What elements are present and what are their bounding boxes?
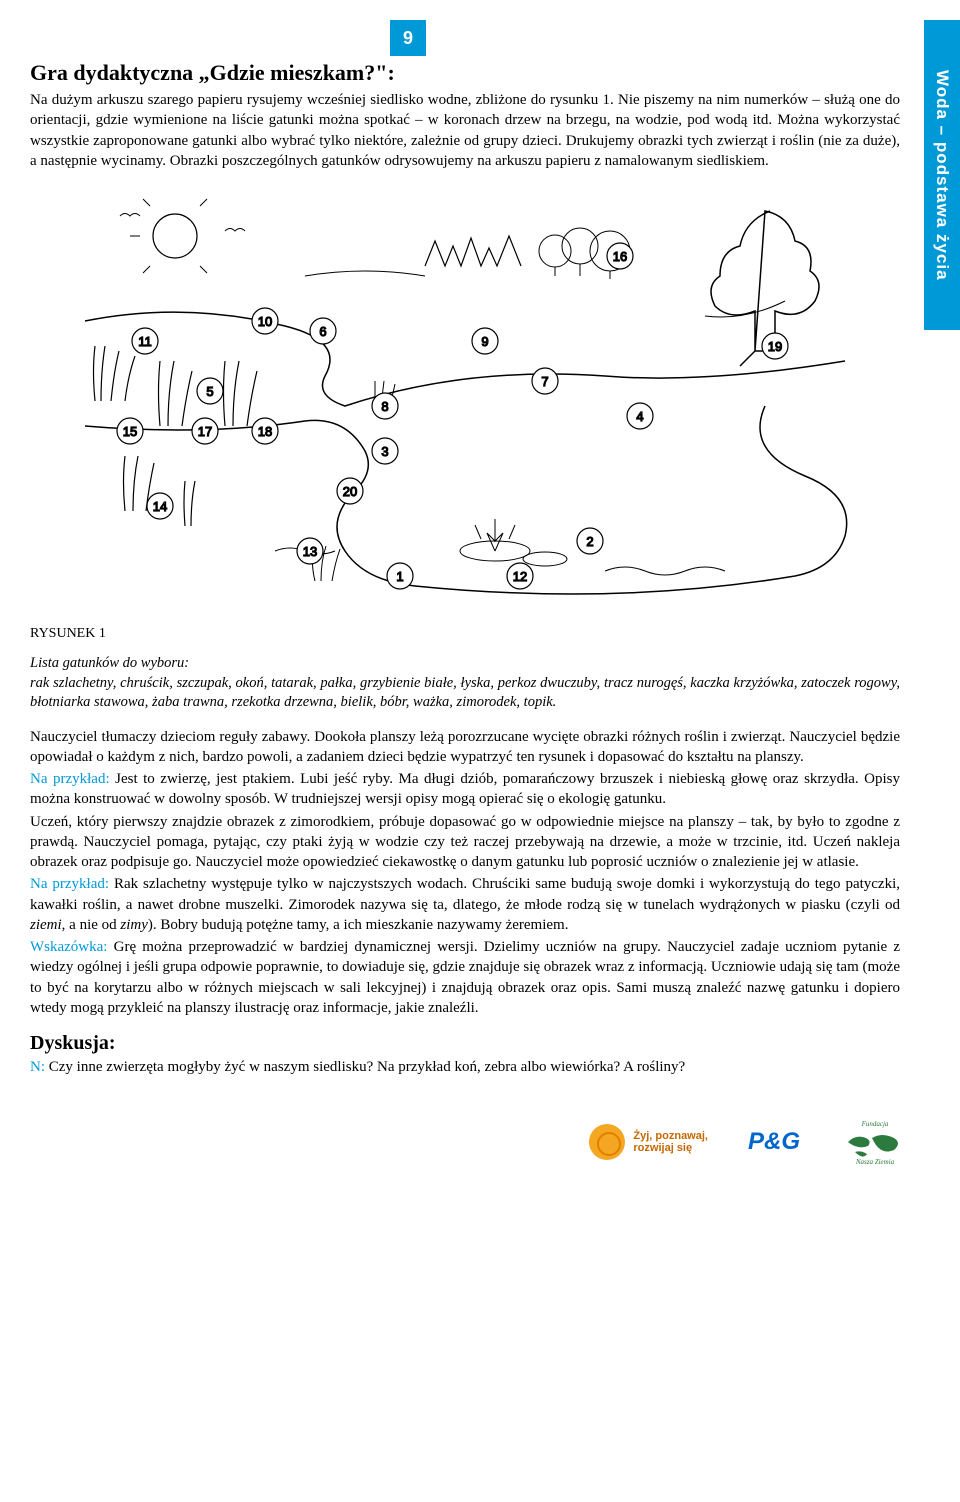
species-list: Lista gatunków do wyboru: rak szlachetny… — [30, 654, 900, 713]
habitat-svg: 16 10 6 11 9 19 5 7 8 4 15 17 18 3 20 14… — [65, 181, 865, 601]
logo-pg: P&G — [748, 1128, 800, 1156]
intro-paragraph: Na dużym arkuszu szarego papieru rysujem… — [30, 90, 900, 171]
page-number-badge: 9 — [390, 20, 426, 56]
diagram-label-4: 4 — [636, 409, 643, 424]
example-1-label: Na przykład: — [30, 771, 110, 787]
discussion-heading: Dyskusja: — [30, 1032, 900, 1055]
diagram-label-12: 12 — [513, 569, 527, 584]
zyj-line1: Żyj, poznawaj, — [633, 1130, 708, 1142]
example-2-text-b: ). Bobry budują potężne tamy, a ich mies… — [148, 917, 569, 933]
logo-zyj-poznawaj: Żyj, poznawaj, rozwijaj się — [589, 1124, 708, 1160]
discussion-text: Czy inne zwierzęta mogłyby żyć w naszym … — [45, 1059, 685, 1075]
page-content: Gra dydaktyczna „Gdzie mieszkam?": Na du… — [0, 0, 960, 1098]
example-2-italic-1: ziemi — [30, 917, 62, 933]
example-1: Na przykład: Jest to zwierzę, jest ptaki… — [30, 769, 900, 810]
footer-logos: Żyj, poznawaj, rozwijaj się P&G Fundacja… — [0, 1098, 960, 1186]
zyj-icon — [589, 1124, 625, 1160]
hint-paragraph: Wskazówka: Grę można przeprowadzić w bar… — [30, 937, 900, 1018]
nasza-bottom-text: Nasza Ziemia — [855, 1158, 895, 1166]
title-section: Gra dydaktyczna „Gdzie mieszkam?": — [30, 60, 900, 86]
diagram-label-16: 16 — [613, 249, 627, 264]
zyj-text: Żyj, poznawaj, rozwijaj się — [633, 1130, 708, 1155]
diagram-label-17: 17 — [198, 424, 212, 439]
habitat-diagram: 16 10 6 11 9 19 5 7 8 4 15 17 18 3 20 14… — [30, 181, 900, 606]
teacher-label: N: — [30, 1059, 45, 1075]
logo-nasza-ziemia: Fundacja Nasza Ziemia — [840, 1118, 910, 1166]
example-1-text: Jest to zwierzę, jest ptakiem. Lubi jeść… — [30, 771, 900, 807]
example-2-text-a: Rak szlachetny występuje tylko w najczys… — [30, 876, 900, 912]
diagram-label-9: 9 — [481, 334, 488, 349]
game-title: Gra dydaktyczna „Gdzie mieszkam?": — [30, 60, 900, 86]
paragraph-rules: Nauczyciel tłumaczy dzieciom reguły zaba… — [30, 727, 900, 768]
species-body: rak szlachetny, chruścik, szczupak, okoń… — [30, 675, 900, 711]
zyj-line2: rozwijaj się — [633, 1142, 692, 1154]
diagram-label-3: 3 — [381, 444, 388, 459]
diagram-label-13: 13 — [303, 544, 317, 559]
figure-caption: RYSUNEK 1 — [30, 626, 900, 642]
sidebar-chapter-label: Woda – podstawa życia — [924, 20, 960, 330]
diagram-label-2: 2 — [586, 534, 593, 549]
diagram-label-18: 18 — [258, 424, 272, 439]
paragraph-matching: Uczeń, który pierwszy znajdzie obrazek z… — [30, 812, 900, 873]
nasza-top-text: Fundacja — [861, 1120, 889, 1128]
diagram-label-19: 19 — [768, 339, 782, 354]
diagram-label-20: 20 — [343, 484, 357, 499]
diagram-label-5: 5 — [206, 384, 213, 399]
species-heading: Lista gatunków do wyboru: — [30, 655, 189, 671]
diagram-label-14: 14 — [153, 499, 167, 514]
nasza-ziemia-svg: Fundacja Nasza Ziemia — [840, 1118, 910, 1166]
diagram-label-8: 8 — [381, 399, 388, 414]
example-2-label: Na przykład: — [30, 876, 109, 892]
hint-label: Wskazówka: — [30, 939, 107, 955]
diagram-label-15: 15 — [123, 424, 137, 439]
hint-text: Grę można przeprowadzić w bardziej dynam… — [30, 939, 900, 1016]
diagram-label-1: 1 — [396, 569, 403, 584]
example-2-italic-2: zimy — [120, 917, 148, 933]
diagram-label-6: 6 — [319, 324, 326, 339]
diagram-label-11: 11 — [138, 334, 152, 349]
diagram-label-7: 7 — [541, 374, 548, 389]
example-2-mid: , a nie od — [62, 917, 121, 933]
discussion-question: N: Czy inne zwierzęta mogłyby żyć w nasz… — [30, 1057, 900, 1078]
example-2: Na przykład: Rak szlachetny występuje ty… — [30, 874, 900, 935]
diagram-label-10: 10 — [258, 314, 272, 329]
